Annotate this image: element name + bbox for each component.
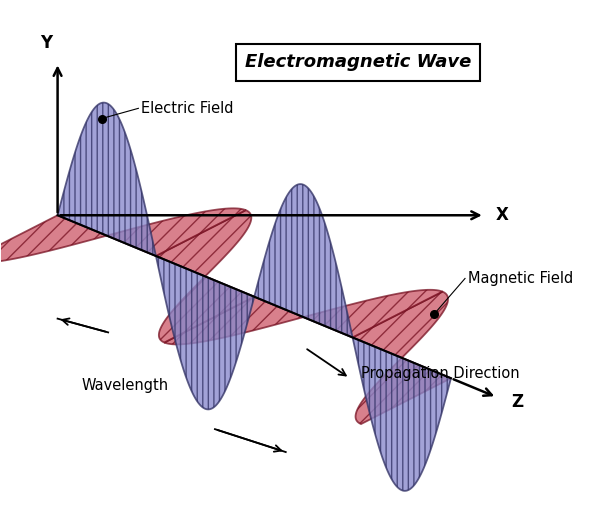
Text: Electromagnetic Wave: Electromagnetic Wave (245, 53, 471, 72)
Text: Electric Field: Electric Field (141, 101, 234, 116)
Polygon shape (353, 337, 451, 491)
Polygon shape (57, 102, 156, 256)
Polygon shape (353, 292, 451, 424)
Polygon shape (156, 210, 255, 343)
Text: Magnetic Field: Magnetic Field (468, 271, 573, 286)
Text: Propagation Direction: Propagation Direction (361, 366, 520, 380)
Text: Z: Z (511, 393, 523, 411)
Polygon shape (165, 290, 443, 345)
Polygon shape (255, 184, 353, 337)
Text: Y: Y (40, 34, 53, 52)
Text: Wavelength: Wavelength (82, 378, 169, 393)
Polygon shape (156, 256, 255, 410)
Text: X: X (496, 206, 509, 224)
Polygon shape (0, 208, 246, 263)
